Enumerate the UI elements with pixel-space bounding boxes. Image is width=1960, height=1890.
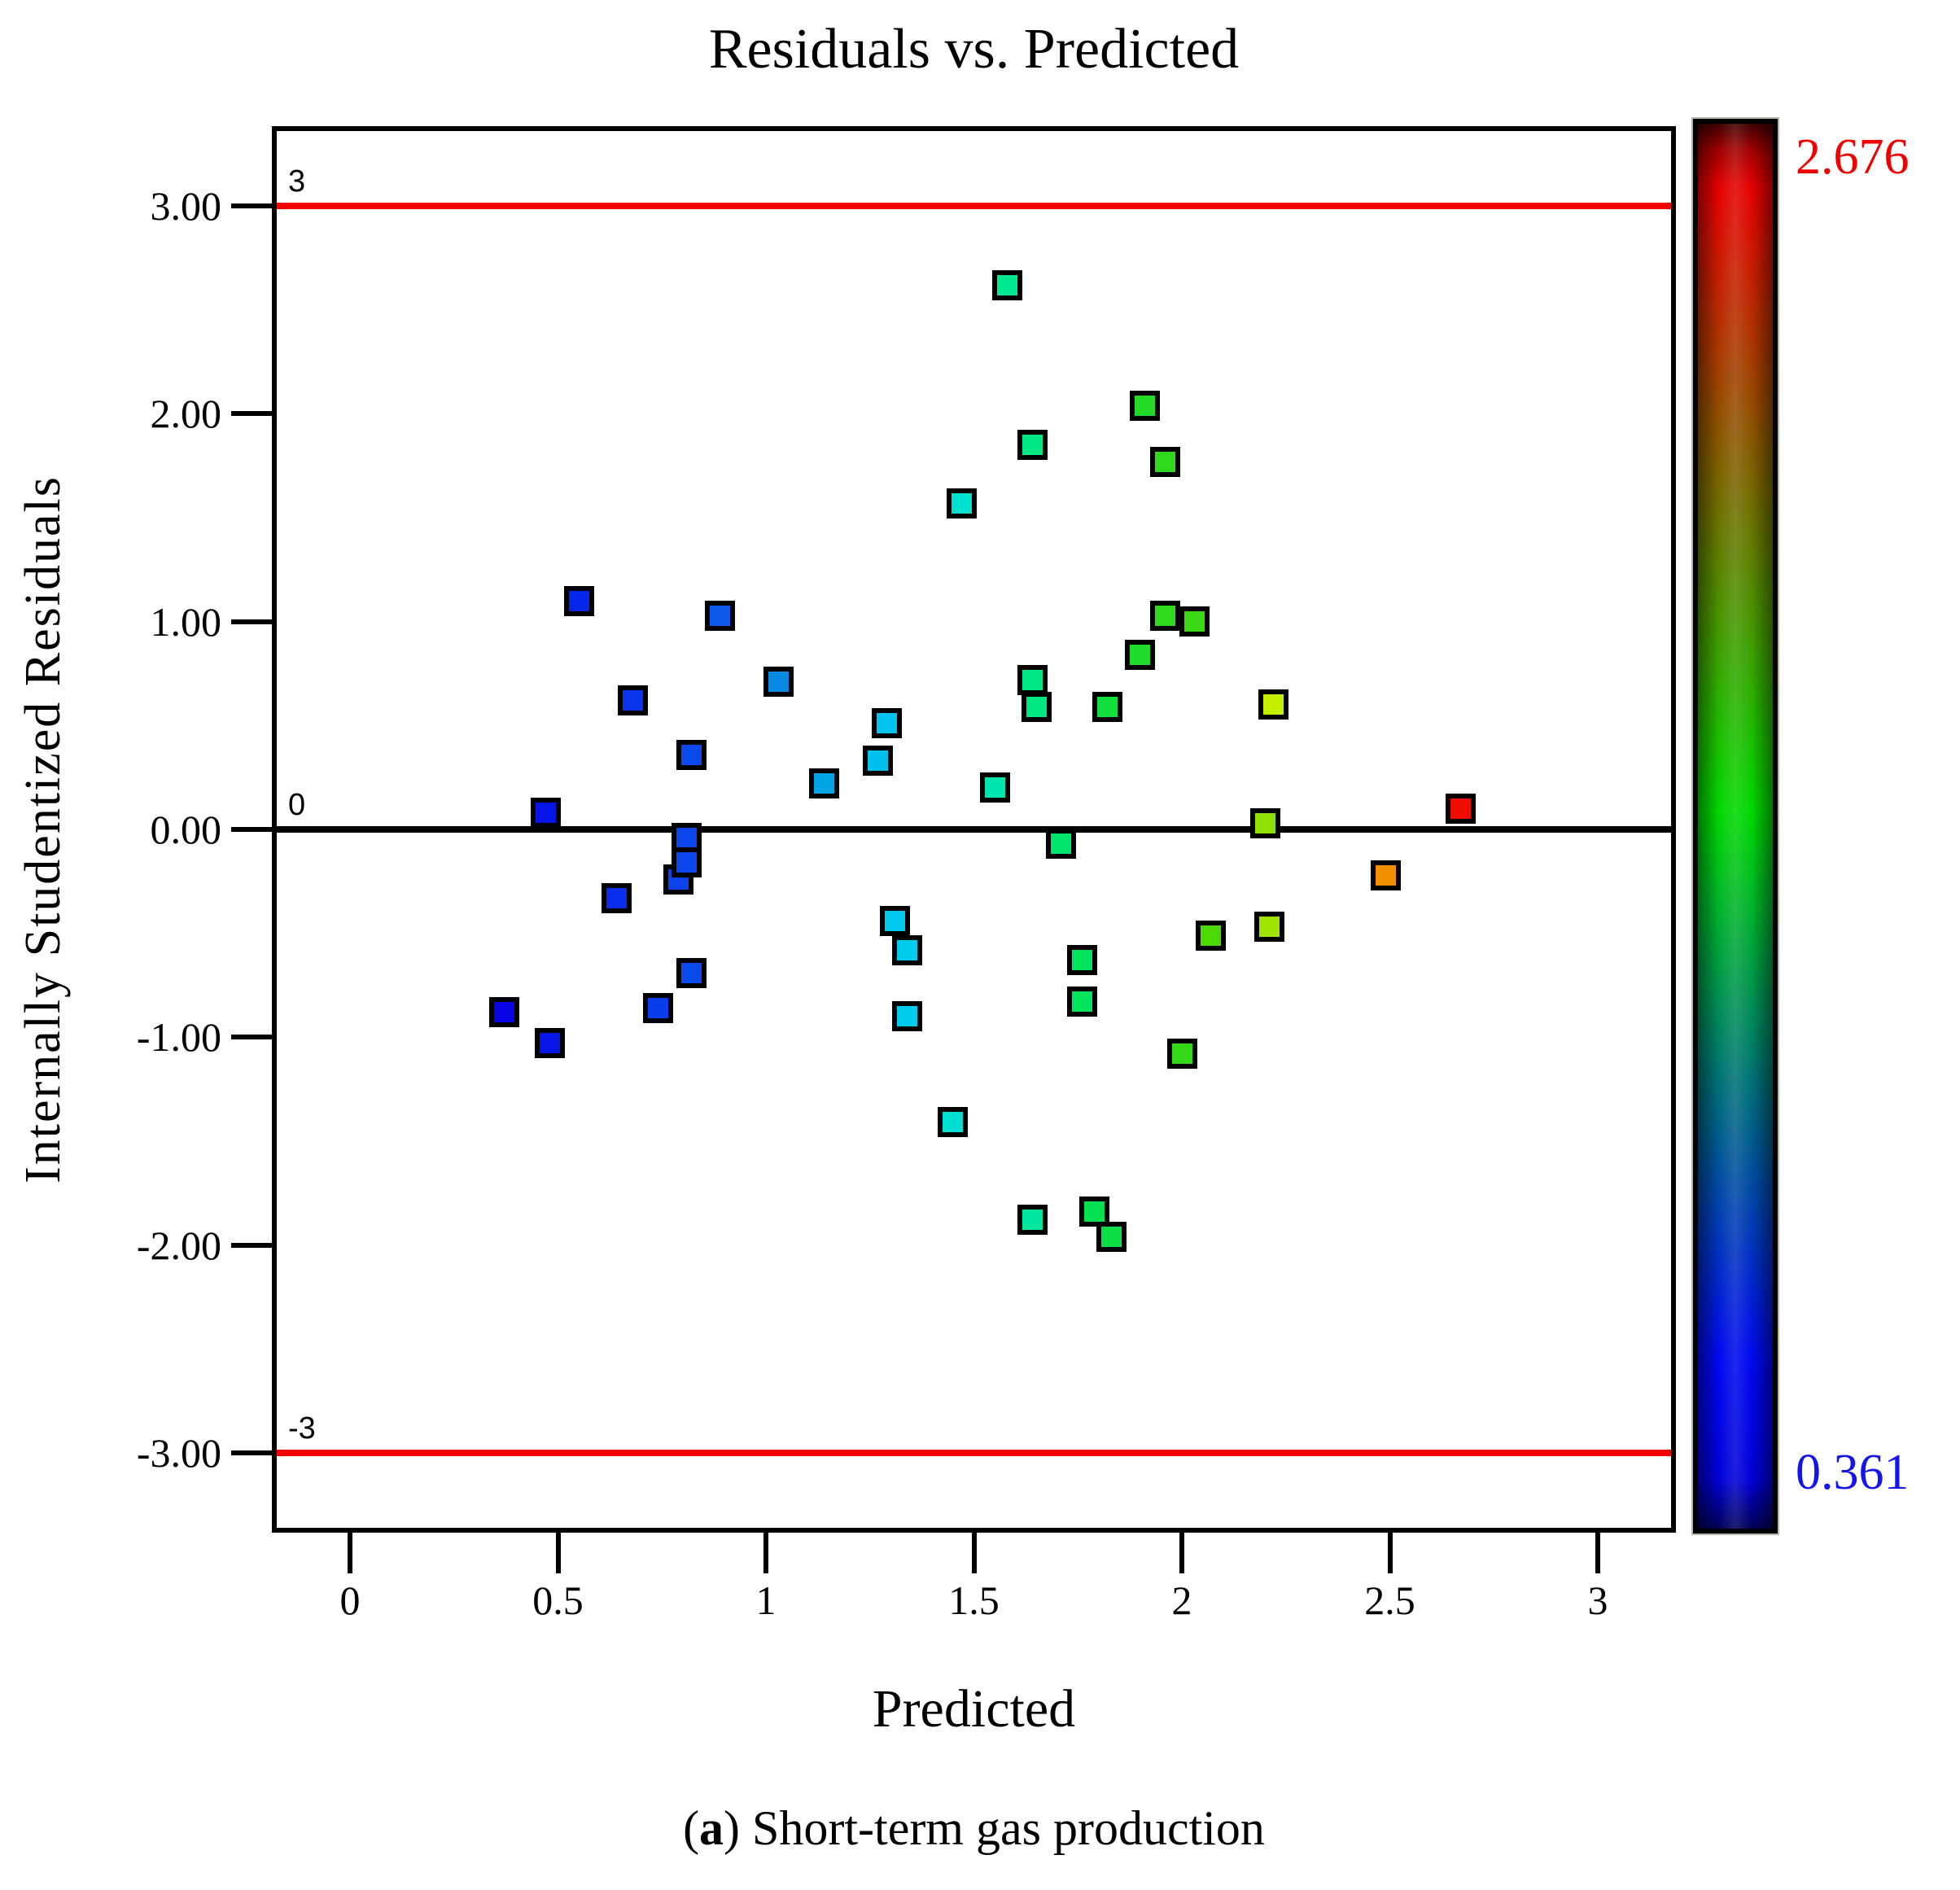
reference-line-label: -3 (288, 1411, 316, 1446)
y-axis-tick-label: -2.00 (136, 1222, 221, 1268)
x-axis-tick-label: 3 (1587, 1577, 1608, 1623)
sigma-reference-line (277, 203, 1671, 210)
y-axis-tick-label: 2.00 (150, 391, 222, 437)
data-point (1096, 1221, 1127, 1252)
data-point (863, 746, 894, 777)
data-point (1092, 691, 1122, 722)
data-point (1179, 606, 1210, 637)
x-axis-tick (348, 1533, 352, 1573)
y-axis-tick-label: 3.00 (150, 183, 222, 230)
y-axis-tick-label: -3.00 (136, 1429, 221, 1476)
x-axis-tick (1595, 1533, 1600, 1573)
colorbar-gradient (1691, 117, 1779, 1535)
reference-line-label: 0 (288, 788, 306, 822)
data-point (530, 798, 561, 829)
data-point (763, 667, 794, 698)
y-axis-tick (231, 1035, 272, 1040)
chart-title: Residuals vs. Predicted (708, 18, 1240, 81)
caption-paren-open: ( (683, 1801, 700, 1855)
data-point (1445, 793, 1476, 824)
data-point (871, 708, 902, 739)
data-point (676, 739, 707, 770)
y-axis-tick (231, 203, 272, 209)
data-point (642, 993, 673, 1024)
y-axis-tick (231, 827, 272, 832)
data-point (979, 772, 1010, 803)
data-point (946, 488, 977, 518)
data-point (1258, 689, 1288, 720)
data-point (1046, 829, 1077, 860)
x-axis-tick (763, 1533, 768, 1573)
data-point (1017, 1205, 1048, 1236)
data-point (1021, 691, 1052, 722)
caption-letter: a (699, 1801, 724, 1855)
data-point (892, 934, 923, 965)
data-point (1066, 945, 1097, 976)
y-axis-tick (231, 1450, 272, 1455)
y-axis-tick-label: -1.00 (136, 1014, 221, 1061)
data-point (1150, 446, 1181, 477)
data-point (1196, 920, 1227, 951)
data-point (938, 1107, 969, 1138)
data-point (563, 585, 594, 616)
data-point (892, 1001, 923, 1032)
data-point (705, 600, 736, 631)
data-point (1166, 1039, 1197, 1070)
data-point (1249, 807, 1280, 838)
data-point (1017, 430, 1048, 461)
y-axis-tick (231, 1242, 272, 1248)
figure-caption: (a) Short-term gas production (272, 1800, 1676, 1857)
x-axis-title: Predicted (872, 1679, 1076, 1739)
data-point (809, 768, 840, 799)
caption-text: ) Short-term gas production (724, 1801, 1265, 1855)
plot-area: 3 0 -3 (272, 126, 1676, 1533)
colorbar-max-label: 2.676 (1796, 129, 1910, 185)
x-axis-tick-label: 0 (339, 1577, 361, 1623)
reference-line-label: 3 (288, 164, 306, 199)
data-point (1017, 664, 1048, 695)
y-axis-tick (231, 619, 272, 624)
data-point (676, 957, 707, 988)
y-axis-tick-label: 1.00 (150, 598, 222, 645)
data-point (879, 905, 910, 936)
sigma-reference-line (277, 1449, 1671, 1456)
x-axis-tick (555, 1533, 561, 1573)
data-point (1066, 987, 1097, 1017)
data-point (1129, 390, 1160, 421)
x-axis-tick-label: 1.5 (948, 1577, 1000, 1623)
x-axis-tick-label: 2.5 (1364, 1577, 1415, 1623)
x-axis-tick-label: 1 (755, 1577, 777, 1623)
data-point (1125, 640, 1156, 671)
data-point (991, 269, 1022, 300)
data-point (1370, 860, 1401, 890)
colorbar-min-label: 0.361 (1796, 1445, 1910, 1500)
x-axis-tick (971, 1533, 977, 1573)
data-point (488, 997, 519, 1028)
x-axis-tick-label: 2 (1171, 1577, 1192, 1623)
zero-reference-line (277, 826, 1671, 833)
y-axis-tick-label: 0.00 (150, 807, 222, 852)
data-point (534, 1028, 565, 1059)
data-point (601, 882, 632, 913)
data-point (1150, 600, 1181, 631)
y-axis-tick (231, 411, 272, 417)
data-point (1253, 912, 1284, 943)
x-axis-tick (1179, 1533, 1184, 1573)
x-axis-tick (1387, 1533, 1393, 1573)
data-point (617, 685, 648, 716)
data-point (672, 847, 702, 878)
x-axis-tick-label: 0.5 (532, 1577, 584, 1623)
